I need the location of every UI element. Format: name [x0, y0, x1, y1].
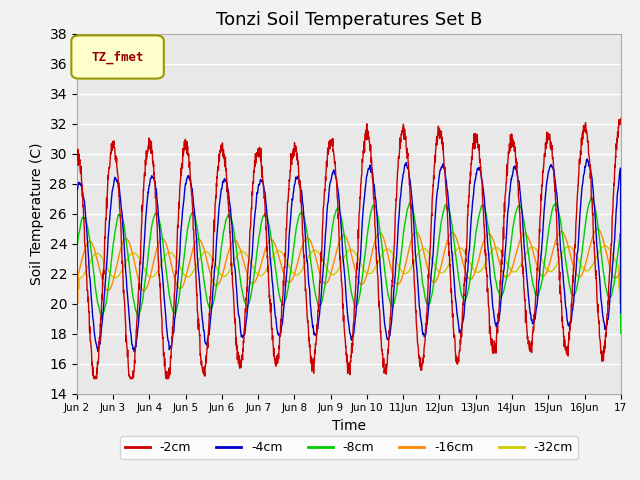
FancyBboxPatch shape — [72, 36, 164, 79]
-2cm — [365, 135, 372, 141]
-32cm — [376, 254, 384, 260]
-16cm — [225, 249, 232, 254]
-16cm — [507, 269, 515, 275]
Line: -8cm: -8cm — [77, 199, 621, 334]
-32cm — [584, 268, 591, 274]
-8cm — [365, 225, 372, 230]
-8cm — [588, 196, 596, 202]
-2cm — [584, 138, 592, 144]
-4cm — [569, 304, 577, 310]
-32cm — [507, 267, 515, 273]
-8cm — [617, 331, 625, 336]
Text: TZ_fmet: TZ_fmet — [92, 50, 144, 64]
-4cm — [583, 156, 591, 162]
-16cm — [593, 226, 601, 231]
-32cm — [73, 286, 81, 291]
-32cm — [602, 243, 609, 249]
-4cm — [365, 165, 372, 171]
-16cm — [73, 300, 81, 306]
-16cm — [569, 261, 577, 267]
-8cm — [569, 292, 577, 298]
-8cm — [73, 331, 81, 336]
-8cm — [584, 206, 591, 212]
-32cm — [225, 270, 232, 276]
Y-axis label: Soil Temperature (C): Soil Temperature (C) — [30, 143, 44, 285]
-8cm — [225, 211, 232, 217]
-2cm — [225, 208, 232, 214]
-16cm — [365, 266, 372, 272]
-4cm — [584, 159, 592, 165]
Line: -4cm: -4cm — [77, 159, 621, 352]
-2cm — [507, 145, 515, 151]
-2cm — [569, 273, 577, 278]
Line: -16cm: -16cm — [77, 228, 621, 303]
-4cm — [617, 310, 625, 316]
-4cm — [376, 267, 384, 273]
-2cm — [73, 155, 81, 160]
-4cm — [225, 192, 232, 198]
-2cm — [376, 330, 384, 336]
-32cm — [569, 246, 577, 252]
Line: -32cm: -32cm — [77, 246, 621, 288]
-4cm — [73, 326, 81, 332]
-32cm — [617, 286, 625, 291]
-4cm — [507, 179, 515, 185]
-16cm — [376, 230, 384, 236]
X-axis label: Time: Time — [332, 419, 366, 433]
-2cm — [90, 376, 98, 382]
Title: Tonzi Soil Temperatures Set B: Tonzi Soil Temperatures Set B — [216, 11, 482, 29]
-2cm — [617, 116, 625, 121]
-4cm — [131, 349, 138, 355]
-16cm — [617, 300, 625, 306]
Legend: -2cm, -4cm, -8cm, -16cm, -32cm: -2cm, -4cm, -8cm, -16cm, -32cm — [120, 436, 578, 459]
-16cm — [584, 252, 591, 258]
-32cm — [365, 271, 372, 277]
Line: -2cm: -2cm — [77, 119, 621, 379]
-8cm — [507, 243, 515, 249]
-8cm — [376, 229, 384, 235]
